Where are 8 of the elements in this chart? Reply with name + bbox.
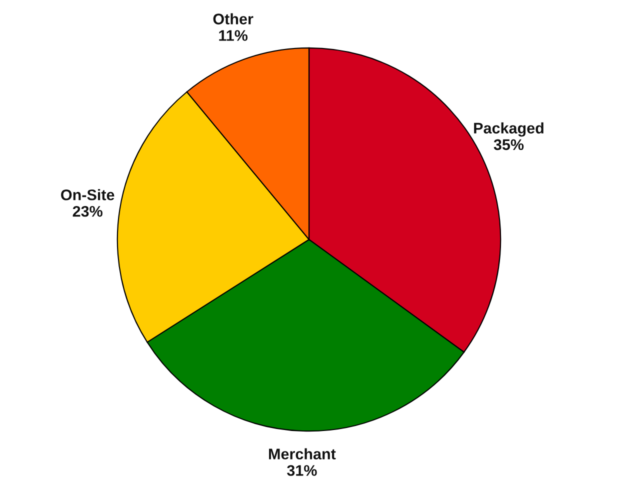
data-label: 35% bbox=[494, 139, 524, 150]
slice-label: Other bbox=[213, 13, 254, 24]
data-label: 31% bbox=[287, 465, 317, 476]
slice-label: On-Site bbox=[61, 189, 114, 200]
data-label: 11% bbox=[219, 30, 248, 41]
slice-label: Packaged bbox=[474, 122, 544, 137]
slice-label: Merchant bbox=[269, 448, 336, 460]
data-label: 23% bbox=[72, 206, 102, 217]
